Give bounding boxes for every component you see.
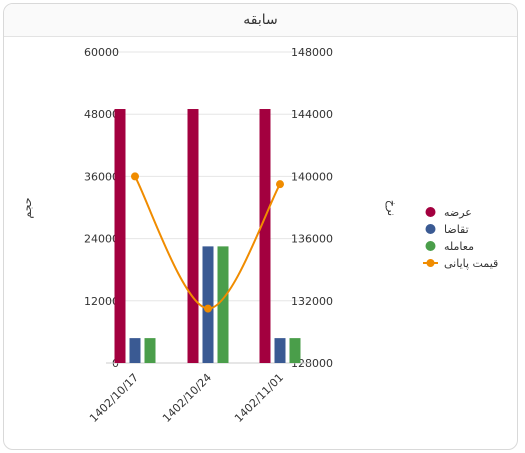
legend-label: معامله: [444, 240, 474, 253]
x-tick-label: 1402/11/01: [232, 371, 286, 425]
legend-marker: [425, 207, 436, 217]
x-tick-label: 1402/10/24: [160, 371, 214, 425]
bar: [259, 109, 271, 364]
bar: [129, 338, 141, 363]
line-point: [276, 180, 284, 189]
legend-marker: [426, 259, 435, 267]
y-tick-label: 60000: [84, 46, 119, 59]
legend-label: عرضه: [444, 206, 472, 219]
y2-tick-label: 132000: [291, 295, 333, 308]
y-tick-label: 48000: [84, 108, 119, 121]
legend-marker: [425, 241, 436, 251]
y-tick-label: 12000: [84, 295, 119, 308]
card-header: سابقه: [4, 4, 517, 37]
bar: [144, 338, 156, 363]
bar: [274, 338, 286, 363]
legend-marker: [425, 224, 436, 234]
y2-tick-label: 140000: [291, 170, 333, 183]
legend-label: تقاضا: [444, 223, 469, 236]
y-axis-title: حجم: [21, 197, 34, 218]
y-tick-label: 24000: [84, 233, 119, 246]
legend-label: قیمت پایانی: [444, 257, 498, 270]
line-point: [131, 172, 139, 181]
bar: [289, 338, 301, 363]
y2-tick-label: 136000: [291, 233, 333, 246]
y-tick-label: 36000: [84, 170, 119, 183]
y2-tick-label: 144000: [291, 108, 333, 121]
card-title: سابقه: [243, 12, 278, 28]
x-tick-label: 1402/10/17: [87, 371, 141, 425]
line-point: [204, 304, 212, 313]
bar: [114, 109, 126, 364]
bar: [187, 109, 199, 364]
bar: [217, 246, 229, 363]
y2-axis-title: نرخ: [385, 200, 398, 216]
y2-tick-label: 148000: [291, 46, 333, 59]
